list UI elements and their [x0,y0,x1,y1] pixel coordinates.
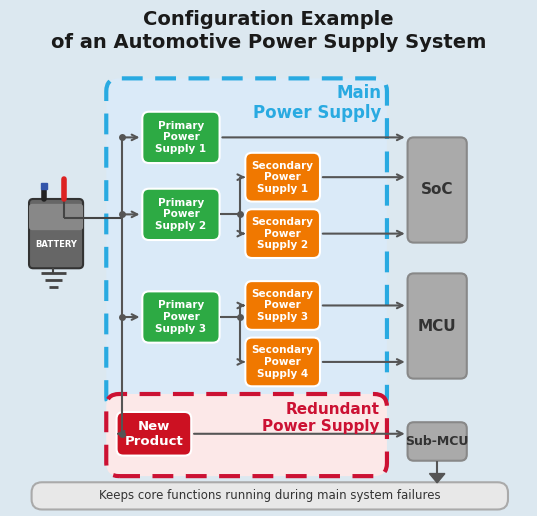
FancyBboxPatch shape [245,153,320,202]
Text: Primary
Power
Supply 2: Primary Power Supply 2 [155,198,207,231]
Text: Secondary
Power
Supply 4: Secondary Power Supply 4 [252,345,314,379]
FancyBboxPatch shape [142,189,220,240]
FancyBboxPatch shape [142,292,220,343]
FancyBboxPatch shape [117,412,191,456]
Polygon shape [430,474,445,483]
FancyBboxPatch shape [408,273,467,379]
Text: of an Automotive Power Supply System: of an Automotive Power Supply System [51,33,486,52]
Text: Secondary
Power
Supply 1: Secondary Power Supply 1 [252,160,314,194]
FancyBboxPatch shape [29,199,83,268]
FancyBboxPatch shape [142,112,220,163]
Text: Main
Power Supply: Main Power Supply [253,84,382,122]
Text: MCU: MCU [418,318,456,333]
FancyBboxPatch shape [245,281,320,330]
Text: Sub-MCU: Sub-MCU [405,435,469,448]
Text: Primary
Power
Supply 1: Primary Power Supply 1 [155,121,207,154]
FancyBboxPatch shape [106,394,387,476]
FancyBboxPatch shape [245,209,320,258]
FancyBboxPatch shape [29,204,83,230]
Text: Secondary
Power
Supply 3: Secondary Power Supply 3 [252,289,314,322]
Text: Primary
Power
Supply 3: Primary Power Supply 3 [155,300,207,334]
Text: New
Product: New Product [125,420,183,448]
Text: Secondary
Power
Supply 2: Secondary Power Supply 2 [252,217,314,250]
FancyBboxPatch shape [106,78,387,409]
FancyBboxPatch shape [245,337,320,386]
FancyBboxPatch shape [32,482,508,509]
FancyBboxPatch shape [408,422,467,461]
Text: Configuration Example: Configuration Example [143,10,394,29]
Text: SoC: SoC [421,183,453,198]
Text: Keeps core functions running during main system failures: Keeps core functions running during main… [99,489,440,503]
Text: BATTERY: BATTERY [35,239,77,249]
Text: Redundant
Power Supply: Redundant Power Supply [262,401,379,434]
FancyBboxPatch shape [408,137,467,243]
